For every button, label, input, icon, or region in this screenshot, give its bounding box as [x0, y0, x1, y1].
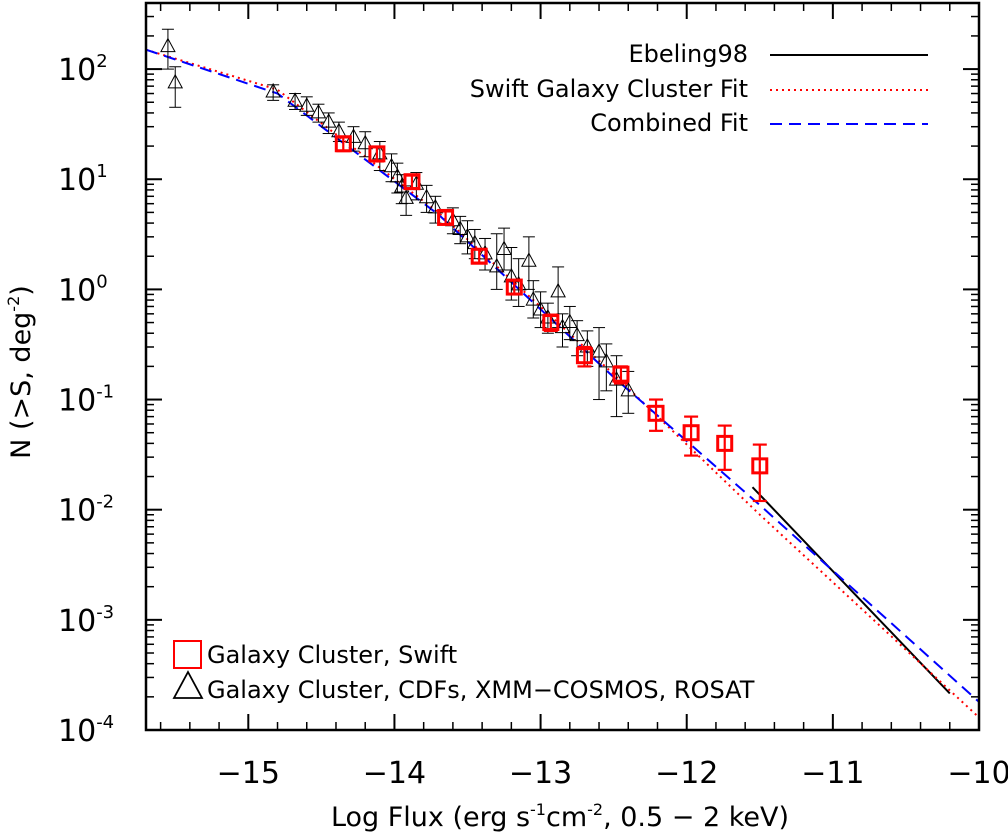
y-tick-label: 10-4	[58, 712, 114, 749]
triangle-marker	[550, 282, 566, 298]
swift-cluster-points	[334, 135, 769, 503]
marker-legend: Galaxy Cluster, Swift Galaxy Cluster, CD…	[172, 640, 755, 704]
square-marker	[751, 457, 769, 475]
square-marker	[334, 135, 352, 153]
x-tick-label: −10	[947, 756, 1008, 791]
axis-ticks: −15 −14 −13 −12 −11 −10 102 101 100 10-1 10-2 10-3 1…	[58, 3, 1008, 791]
triangle-marker	[310, 103, 327, 119]
square-marker	[716, 434, 734, 452]
triangle-marker	[496, 240, 512, 256]
legend-label-swift-clusters: Galaxy Cluster, Swift	[207, 641, 457, 669]
plot-frame	[144, 1, 981, 732]
y-tick-label: 101	[58, 161, 108, 198]
square-marker	[505, 278, 523, 296]
triangle-marker	[488, 257, 505, 273]
legend-label-combined-fit: Combined Fit	[590, 109, 748, 137]
triangle-marker	[298, 97, 315, 112]
triangle-marker	[579, 337, 596, 353]
triangle-marker	[525, 291, 542, 306]
triangle-marker	[167, 73, 184, 89]
square-marker	[368, 145, 386, 163]
triangle-marker	[569, 326, 585, 342]
square-marker	[612, 365, 630, 383]
x-tick-label: −11	[801, 756, 864, 791]
y-axis-title: N (>S, deg-2)	[4, 285, 37, 459]
square-marker	[403, 173, 421, 191]
triangle-marker	[357, 134, 374, 150]
x-tick-label: −13	[509, 756, 572, 791]
y-tick-label: 10-1	[58, 382, 114, 419]
x-tick-label: −12	[655, 756, 718, 791]
square-marker	[682, 424, 700, 442]
triangle-marker	[160, 37, 176, 53]
legend-label-swift-fit: Swift Galaxy Cluster Fit	[470, 75, 748, 103]
square-marker	[542, 314, 560, 332]
fit-line-combined-fit	[145, 48, 980, 703]
square-marker	[575, 347, 593, 365]
triangle-marker	[265, 82, 281, 98]
legend-label-ebeling98: Ebeling98	[629, 40, 748, 68]
triangle-marker	[503, 267, 520, 283]
fit-line-ebeling98	[751, 486, 951, 695]
triangle-marker	[459, 227, 476, 243]
fit-lines	[145, 48, 980, 719]
legend-square-icon	[173, 640, 202, 669]
y-tick-label: 102	[58, 51, 108, 88]
line-legend: Ebeling98 Swift Galaxy Cluster Fit Combi…	[470, 40, 928, 137]
triangle-marker	[521, 252, 537, 267]
legend-label-other-clusters: Galaxy Cluster, CDFs, XMM−COSMOS, ROSAT	[207, 676, 755, 704]
triangle-marker	[398, 189, 414, 204]
y-tick-label: 10-3	[58, 602, 114, 639]
square-marker	[470, 247, 488, 265]
square-marker	[437, 208, 455, 226]
triangle-marker	[591, 342, 607, 358]
triangle-marker	[427, 198, 444, 214]
data-points	[160, 28, 769, 503]
triangle-marker	[287, 92, 303, 107]
x-tick-label: −15	[217, 756, 280, 791]
triangle-marker	[389, 167, 406, 183]
triangle-marker	[320, 113, 337, 128]
triangle-marker	[452, 220, 469, 235]
triangle-marker	[532, 300, 549, 316]
triangle-marker	[598, 352, 615, 368]
triangle-marker	[383, 157, 400, 173]
y-tick-label: 10-2	[58, 492, 114, 529]
square-marker	[647, 404, 665, 422]
y-tick-label: 100	[58, 271, 108, 308]
x-tick-label: −14	[363, 756, 426, 791]
triangle-marker	[620, 381, 637, 397]
fit-line-swift-galaxy-cluster-fit	[145, 48, 980, 719]
legend-triangle-icon	[172, 670, 204, 699]
x-axis-title: Log Flux (erg s-1cm-2, 0.5 − 2 keV)	[331, 800, 789, 833]
